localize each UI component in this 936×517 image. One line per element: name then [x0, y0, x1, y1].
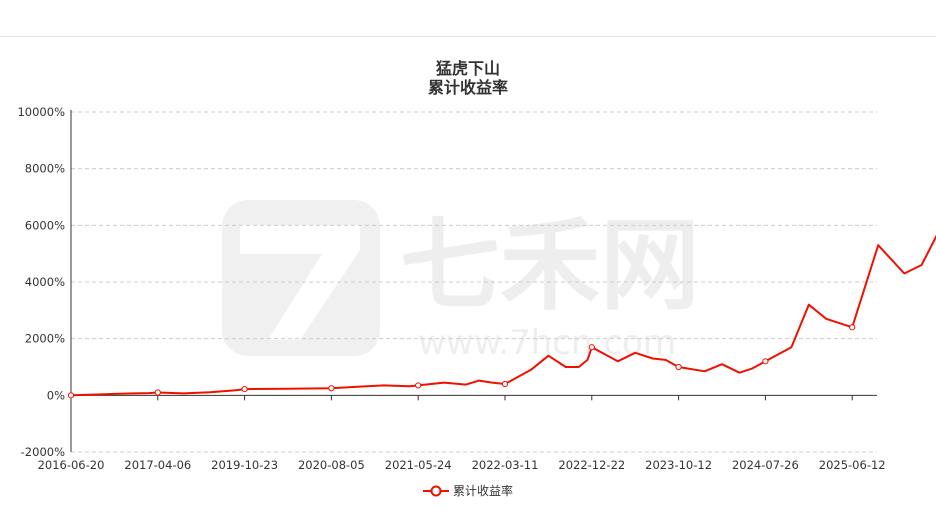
y-tick-label: 6000%: [25, 218, 65, 232]
data-point: [762, 358, 769, 365]
legend-item[interactable]: 累计收益率: [422, 482, 513, 499]
y-tick-label: 2000%: [25, 332, 65, 346]
grid: [71, 111, 877, 453]
watermark-logo-seven: [240, 225, 360, 340]
x-tick-label: 2024-07-26: [732, 458, 799, 472]
data-point: [501, 380, 509, 388]
chart-subtitle: 累计收益率: [427, 78, 508, 97]
series-line: [70, 234, 936, 397]
data-point: [67, 392, 75, 399]
y-tick-label: -2000%: [21, 445, 65, 459]
series-layer: [67, 230, 936, 399]
y-tick-label: 8000%: [25, 162, 65, 176]
top-divider: [0, 36, 936, 37]
y-tick-label: 0%: [47, 388, 65, 402]
legend[interactable]: 累计收益率: [0, 482, 936, 499]
x-tick-label: 2022-03-11: [472, 458, 539, 472]
y-tick-label: 10000%: [17, 105, 65, 119]
watermark: 七禾网 www.7hcn.com: [222, 200, 700, 363]
chart-title: 猛虎下山: [435, 59, 500, 78]
y-tick-label: 4000%: [25, 275, 65, 289]
legend-label: 累计收益率: [452, 484, 513, 498]
data-point: [241, 386, 248, 393]
data-point: [588, 344, 595, 351]
legend-line-icon: [422, 485, 449, 496]
x-tick-label: 2020-08-05: [298, 458, 365, 472]
x-tick-label: 2025-06-12: [819, 458, 886, 472]
x-tick-label: 2019-10-23: [211, 458, 278, 472]
x-tick-label: 2017-04-06: [124, 458, 191, 472]
data-point: [849, 324, 856, 331]
data-point: [675, 363, 682, 371]
data-point: [154, 389, 161, 396]
watermark-name: 七禾网: [400, 207, 700, 324]
x-tick-label: 2021-05-24: [385, 458, 452, 472]
x-tick-label: 2022-12-22: [558, 458, 625, 472]
data-point: [328, 385, 335, 392]
x-tick-label: 2023-10-12: [645, 458, 712, 472]
data-point: [415, 382, 422, 389]
axes: -2000% 0% 2000% 4000% 6000% 8000% 10000% 2016-0…: [17, 105, 885, 472]
x-tick-label: 2016-06-20: [38, 458, 105, 472]
